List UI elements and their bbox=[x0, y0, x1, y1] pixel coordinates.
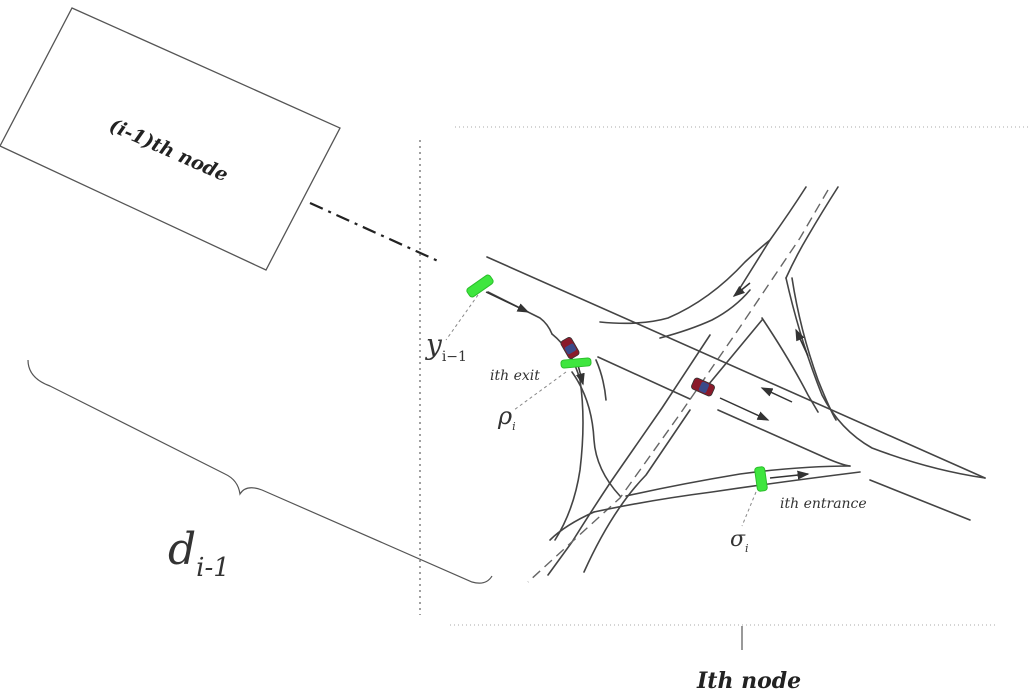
prev-node-box: (i-1)th node bbox=[0, 7, 341, 271]
rho-label-sub: i bbox=[512, 420, 516, 433]
sigma-leader bbox=[741, 491, 757, 527]
sensor-entrance bbox=[754, 466, 768, 492]
y-label-sub: i−1 bbox=[442, 349, 467, 365]
car-highway bbox=[691, 377, 715, 397]
cross-road bbox=[527, 186, 839, 583]
sensor-upstream bbox=[466, 274, 494, 298]
distance-label-sub: i-1 bbox=[196, 553, 230, 583]
main-highway bbox=[486, 256, 986, 521]
sigma-label: σi bbox=[730, 527, 749, 555]
rho-label-base: ρ bbox=[497, 402, 512, 430]
y-leader bbox=[445, 294, 479, 341]
entrance-label: ith entrance bbox=[780, 496, 867, 512]
distance-label: di-1 bbox=[168, 524, 230, 583]
sensors bbox=[466, 274, 768, 492]
distance-label-base: d bbox=[168, 524, 196, 575]
sigma-label-sub: i bbox=[745, 542, 749, 555]
sensor-exit bbox=[560, 357, 592, 369]
y-label: yi−1 bbox=[424, 328, 467, 365]
distance-brace bbox=[27, 359, 493, 584]
exit-label: ith exit bbox=[490, 368, 540, 384]
direction-arrows bbox=[485, 282, 810, 480]
y-label-base: y bbox=[424, 328, 443, 361]
car-exit bbox=[560, 337, 580, 359]
node-connector-line bbox=[309, 201, 439, 263]
sigma-label-base: σ bbox=[730, 527, 746, 552]
rho-leader bbox=[513, 371, 567, 411]
rho-label: ρi bbox=[497, 402, 516, 433]
current-node-label: Ith node bbox=[696, 668, 801, 694]
